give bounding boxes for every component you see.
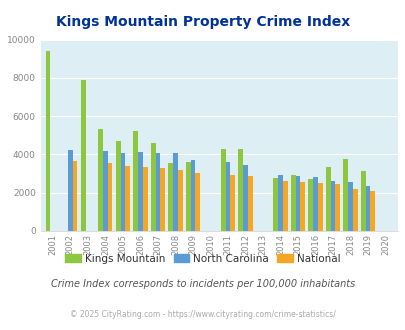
Bar [160,168,164,231]
Bar [143,167,147,231]
Bar [312,178,317,231]
Bar [125,166,130,231]
Text: © 2025 CityRating.com - https://www.cityrating.com/crime-statistics/: © 2025 CityRating.com - https://www.city… [70,310,335,319]
Bar [238,149,243,231]
Text: Crime Index corresponds to incidents per 100,000 inhabitants: Crime Index corresponds to incidents per… [51,279,354,289]
Bar [190,160,195,231]
Bar [68,150,72,231]
Bar [365,186,369,231]
Bar [317,183,322,231]
Bar [177,170,182,231]
Bar [173,153,177,231]
Bar [282,181,287,231]
Bar [138,151,143,231]
Bar [335,184,339,231]
Bar [115,141,120,231]
Bar [295,177,300,231]
Bar [81,80,85,231]
Bar [247,177,252,231]
Bar [195,173,200,231]
Bar [325,167,330,231]
Bar [72,161,77,231]
Bar [107,163,112,231]
Bar [300,182,305,231]
Bar [185,162,190,231]
Bar [308,179,312,231]
Bar [352,189,357,231]
Legend: Kings Mountain, North Carolina, National: Kings Mountain, North Carolina, National [61,249,344,268]
Bar [347,182,352,231]
Bar [369,191,374,231]
Bar [151,143,155,231]
Bar [243,165,247,231]
Bar [133,131,138,231]
Bar [360,171,365,231]
Bar [225,162,230,231]
Bar [343,159,347,231]
Text: Kings Mountain Property Crime Index: Kings Mountain Property Crime Index [56,15,349,29]
Bar [155,152,160,231]
Bar [277,176,282,231]
Bar [290,175,295,231]
Bar [220,149,225,231]
Bar [168,163,173,231]
Bar [273,178,277,231]
Bar [120,152,125,231]
Bar [330,181,335,231]
Bar [98,129,103,231]
Bar [103,150,107,231]
Bar [230,176,234,231]
Bar [46,51,50,231]
